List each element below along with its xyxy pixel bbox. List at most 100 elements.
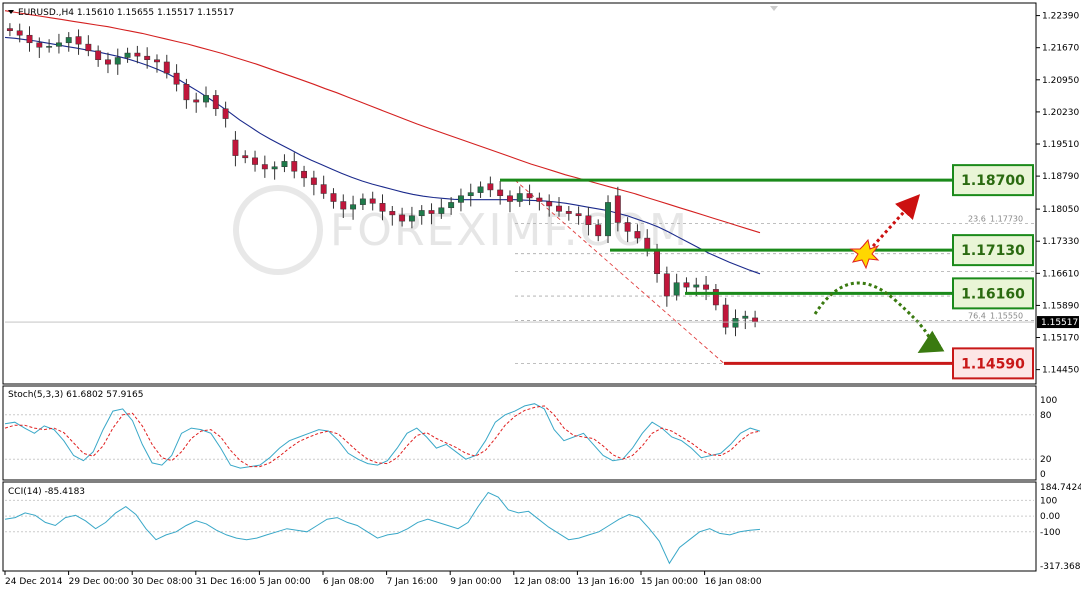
time-tick-label: 7 Jan 16:00 — [387, 577, 439, 587]
price-tick-label: 1.22390 — [1042, 12, 1079, 22]
level-box — [952, 277, 1034, 310]
candle — [546, 201, 553, 207]
candle — [418, 210, 425, 217]
time-tick-label: 5 Jan 00:00 — [259, 577, 311, 587]
price-tick-label: 1.16610 — [1042, 269, 1079, 279]
price-tick-label: 1.14450 — [1042, 366, 1079, 376]
candle — [379, 203, 386, 212]
candle — [173, 72, 180, 85]
window-corner-icon[interactable] — [770, 6, 778, 11]
level-box — [952, 347, 1034, 380]
breakout-up-arrow — [863, 194, 921, 257]
time-tick-label: 29 Dec 00:00 — [69, 577, 130, 587]
candle — [124, 52, 131, 58]
candle — [222, 108, 229, 119]
candle — [330, 193, 337, 202]
level-label: 1.14590 — [961, 356, 1025, 372]
stoch-tick-label: 80 — [1040, 411, 1052, 421]
candle — [595, 224, 602, 237]
stoch-header: Stoch(5,3,3) 61.6802 57.9165 — [8, 390, 143, 400]
candle — [350, 204, 357, 210]
candle — [575, 213, 582, 217]
cci-header: CCI(14) -85.4183 — [8, 487, 85, 497]
candle — [212, 95, 219, 110]
candle — [320, 184, 327, 194]
candle — [614, 195, 621, 223]
candle — [693, 284, 700, 288]
candle — [310, 177, 317, 185]
level-label: 1.17130 — [961, 243, 1025, 259]
time-tick-label: 30 Dec 08:00 — [132, 577, 193, 587]
candle — [556, 205, 562, 212]
level-box — [952, 164, 1034, 197]
price-tick-label: 1.18050 — [1042, 205, 1079, 215]
candle — [497, 189, 504, 196]
fib-price: 1.15550 — [990, 312, 1023, 321]
candle — [752, 317, 759, 323]
candle — [95, 50, 102, 60]
time-tick-label: 16 Jan 08:00 — [705, 577, 762, 587]
candle — [105, 59, 111, 65]
candles — [6, 23, 759, 337]
symbol-dropdown-icon[interactable] — [8, 10, 14, 14]
pullback-down-arrow — [813, 281, 945, 354]
stoch-tick-label: 0 — [1040, 470, 1046, 480]
candle — [712, 289, 719, 306]
price-panel-frame — [2, 2, 1037, 385]
ma-fast-line — [4, 36, 761, 275]
candle — [281, 161, 288, 167]
moving-averages — [4, 10, 761, 275]
cci-panel: 184.7424 100 0.00 -100 -317.3687 — [4, 483, 1081, 572]
price-tick-label: 1.15890 — [1042, 301, 1079, 311]
candle — [467, 192, 474, 196]
cci-panel-frame — [2, 481, 1037, 572]
candle — [457, 195, 464, 203]
cci-tick-label: 0.00 — [1040, 512, 1060, 522]
price-tick-label: 1.21670 — [1042, 44, 1079, 54]
stoch-main-line — [4, 403, 761, 469]
candle — [634, 231, 641, 239]
candle — [683, 282, 690, 288]
stoch-tick-label: 100 — [1040, 396, 1057, 406]
candle — [477, 186, 484, 193]
candle — [301, 170, 308, 179]
candle — [585, 215, 592, 225]
candle — [291, 161, 298, 172]
fib-price: 1.17730 — [990, 214, 1023, 223]
candle — [359, 198, 366, 205]
candle — [85, 43, 92, 52]
candle — [242, 155, 249, 159]
candle — [144, 55, 151, 60]
fib-trend-line — [514, 179, 725, 364]
price-tick-label: 1.20230 — [1042, 108, 1079, 118]
candle — [75, 36, 82, 45]
candle — [163, 61, 170, 74]
time-tick-label: 9 Jan 00:00 — [450, 577, 502, 587]
time-tick-label: 6 Jan 08:00 — [323, 577, 375, 587]
cci-line — [4, 491, 761, 565]
candle — [722, 304, 729, 328]
time-tick-label: 24 Dec 2014 — [5, 577, 63, 587]
candle — [408, 215, 415, 222]
candle — [428, 210, 435, 214]
time-tick-label: 12 Jan 08:00 — [514, 577, 571, 587]
price-axis: 1.22390 1.21670 1.20950 1.20230 1.19510 1.187… — [5, 12, 1079, 376]
candle — [6, 28, 13, 32]
candle — [183, 84, 190, 101]
candle — [742, 315, 749, 319]
candle — [673, 282, 680, 296]
time-tick-label: 13 Jan 16:00 — [577, 577, 634, 587]
candle — [654, 248, 660, 275]
current-price-label: 1.15517 — [1041, 318, 1078, 328]
level-box — [952, 234, 1034, 267]
candle — [399, 214, 406, 222]
candle — [536, 197, 543, 202]
candle — [26, 34, 33, 44]
level-label: 1.16160 — [961, 286, 1025, 302]
candle — [703, 284, 710, 290]
candle — [732, 318, 739, 328]
fib-label: 23.6 — [968, 214, 986, 223]
candle — [193, 99, 200, 103]
